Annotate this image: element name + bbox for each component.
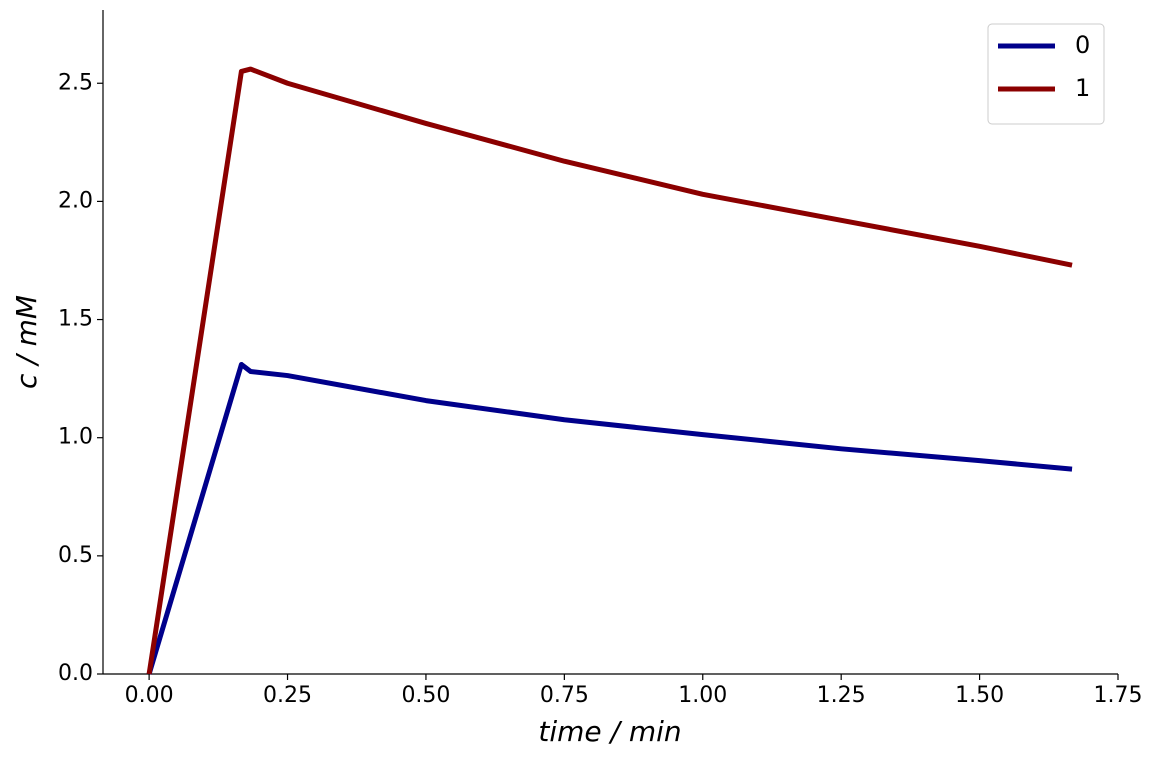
y-tick-label: 0.0 [58, 661, 93, 686]
y-tick-label: 2.0 [58, 188, 93, 213]
x-tick-label: 0.75 [540, 683, 589, 708]
legend-label: 0 [1075, 31, 1090, 59]
x-tick-label: 0.25 [263, 683, 312, 708]
x-axis-label: time / min [538, 715, 681, 748]
x-tick-label: 1.50 [955, 683, 1004, 708]
x-tick-label: 0.00 [125, 683, 174, 708]
y-tick-label: 1.0 [58, 425, 93, 450]
y-tick-label: 2.5 [58, 70, 93, 95]
legend-box [987, 23, 1105, 125]
data-line [146, 66, 1073, 675]
x-tick-label: 0.50 [401, 683, 450, 708]
legend-label: 1 [1075, 74, 1090, 102]
x-tick-label: 1.00 [678, 683, 727, 708]
x-tick-label: 1.75 [1094, 683, 1143, 708]
data-line [146, 361, 1073, 675]
y-axis-label: c / mM [10, 295, 43, 389]
y-tick-label: 0.5 [58, 543, 93, 568]
y-tick-label: 1.5 [58, 307, 93, 332]
x-tick-label: 1.25 [817, 683, 866, 708]
